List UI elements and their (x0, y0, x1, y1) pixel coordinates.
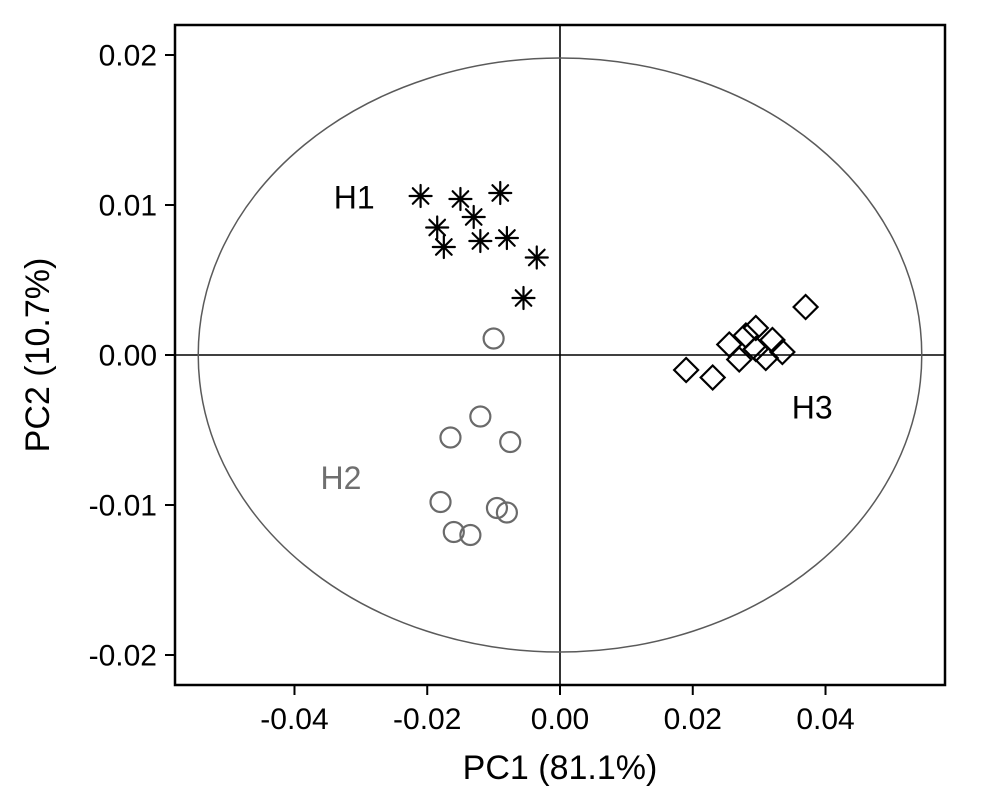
x-tick-label: 0.04 (796, 703, 854, 736)
y-tick-label: 0.01 (99, 190, 157, 223)
group-label-H3: H3 (792, 390, 833, 426)
marker-asterisk (489, 182, 511, 204)
chart-bg (0, 0, 1000, 811)
x-tick-label: 0.02 (664, 703, 722, 736)
x-tick-label: -0.02 (393, 703, 461, 736)
y-tick-label: 0.00 (99, 340, 157, 373)
pca-scatter-chart: -0.04 -0.02 0.00 0.02 0.04 -0.02 -0.01 0.00 0.01… (0, 0, 1000, 811)
y-tick-label: 0.02 (99, 40, 157, 73)
x-axis-label: PC1 (81.1%) (463, 749, 658, 787)
marker-asterisk (449, 188, 471, 210)
y-tick-label: -0.01 (89, 490, 157, 523)
x-tick-label: 0.00 (531, 703, 589, 736)
marker-asterisk (433, 236, 455, 258)
group-label-H2: H2 (320, 460, 361, 496)
x-tick-label: -0.04 (260, 703, 328, 736)
marker-asterisk (469, 230, 491, 252)
marker-asterisk (410, 185, 432, 207)
marker-asterisk (496, 227, 518, 249)
marker-asterisk (526, 247, 548, 269)
y-tick-label: -0.02 (89, 640, 157, 673)
marker-asterisk (512, 287, 534, 309)
group-label-H1: H1 (334, 180, 375, 216)
marker-asterisk (463, 206, 485, 228)
marker-asterisk (426, 217, 448, 239)
pca-scatter-svg: -0.04 -0.02 0.00 0.02 0.04 -0.02 -0.01 0.00 0.01… (0, 0, 1000, 811)
y-axis-label: PC2 (10.7%) (19, 258, 57, 453)
